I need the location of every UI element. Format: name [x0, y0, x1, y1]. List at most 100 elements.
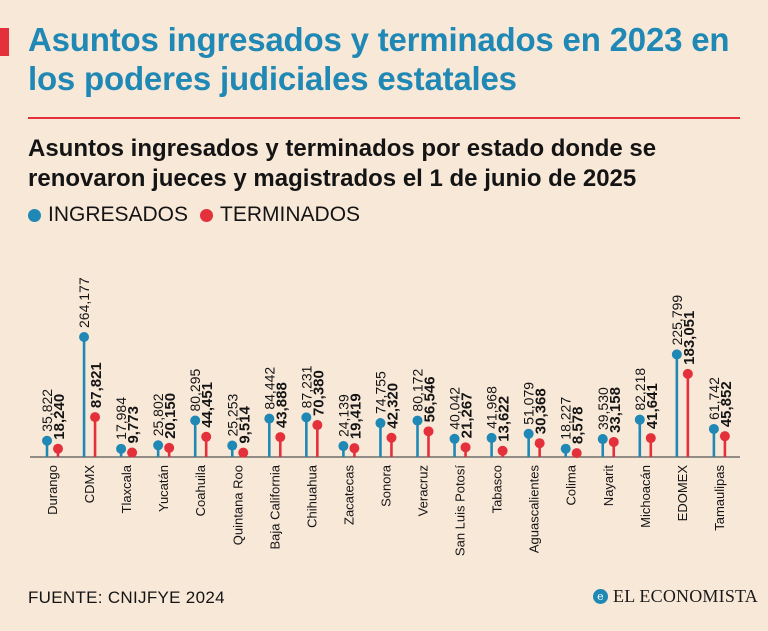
- terminados-label-13: 30,368: [533, 388, 550, 434]
- terminados-label-11: 21,267: [459, 392, 476, 438]
- ingresados-label-18: 61,742: [706, 377, 722, 420]
- ingresados-label-15: 39,530: [595, 387, 611, 430]
- terminados-point-17: [682, 368, 693, 379]
- ingresados-point-13: [523, 428, 534, 439]
- ingresados-point-12: [486, 432, 497, 443]
- terminados-point-3: [164, 442, 175, 453]
- category-label-13: Aguascalientes: [527, 465, 542, 554]
- ingresados-point-2: [116, 443, 127, 454]
- terminados-point-5: [238, 447, 249, 458]
- terminados-point-0: [53, 443, 63, 454]
- brand-e-icon: e: [593, 589, 608, 604]
- ingresados-point-14: [560, 443, 571, 454]
- ingresados-label-8: 24,139: [335, 394, 351, 437]
- ingresados-label-5: 25,253: [224, 393, 240, 436]
- category-label-17: EDOMEX: [675, 465, 690, 522]
- legend-dot-ingresados: [28, 208, 41, 222]
- terminados-label-12: 13,622: [496, 396, 513, 442]
- ingresados-label-2: 17,984: [113, 397, 129, 440]
- category-label-12: Tabasco: [490, 465, 505, 513]
- terminados-label-7: 70,380: [310, 370, 327, 416]
- ingresados-label-4: 80,295: [187, 368, 203, 411]
- ingresados-point-16: [634, 414, 645, 425]
- ingresados-label-12: 41,968: [484, 386, 500, 429]
- category-label-4: Coahuila: [193, 464, 208, 516]
- terminados-label-16: 41,641: [644, 383, 661, 429]
- terminados-label-6: 43,888: [273, 382, 290, 428]
- terminados-label-1: 87,821: [88, 362, 105, 408]
- terminados-label-2: 9,773: [125, 406, 142, 444]
- title-divider: [28, 117, 740, 119]
- terminados-label-4: 44,451: [199, 382, 216, 428]
- legend-item-terminados: TERMINADOS: [200, 203, 360, 227]
- category-label-18: Tamaulipas: [712, 465, 727, 531]
- page-title: Asuntos ingresados y terminados en 2023 …: [28, 21, 730, 97]
- terminados-point-2: [127, 447, 138, 458]
- category-label-0: Durango: [45, 465, 60, 515]
- terminados-point-18: [719, 431, 730, 442]
- brand-logo: e EL ECONOMISTA: [593, 586, 758, 607]
- ingresados-point-0: [42, 435, 52, 446]
- ingresados-point-10: [412, 415, 423, 426]
- category-label-9: Sonora: [378, 464, 393, 507]
- ingresados-point-4: [190, 415, 201, 426]
- terminados-label-9: 42,320: [384, 383, 401, 429]
- ingresados-point-6: [264, 413, 275, 424]
- terminados-point-14: [571, 448, 582, 459]
- terminados-label-14: 8,578: [570, 407, 587, 445]
- ingresados-label-3: 25,802: [150, 393, 166, 436]
- category-label-11: San Luis Potosí: [453, 465, 468, 556]
- category-label-2: Tlaxcala: [119, 464, 134, 513]
- terminados-point-7: [312, 420, 323, 431]
- terminados-point-13: [534, 438, 545, 449]
- ingresados-label-0: 35,822: [39, 389, 55, 432]
- ingresados-label-7: 87,231: [298, 365, 314, 408]
- category-label-8: Zacatecas: [341, 465, 356, 525]
- category-label-6: Baja California: [267, 464, 282, 549]
- chart-title: Asuntos ingresados y terminados por esta…: [28, 135, 657, 192]
- legend-item-ingresados: INGRESADOS: [28, 203, 188, 227]
- brand-name: EL ECONOMISTA: [613, 586, 758, 606]
- category-label-15: Nayarit: [601, 465, 616, 507]
- ingresados-label-6: 84,442: [261, 367, 277, 410]
- ingresados-label-10: 80,172: [410, 369, 426, 412]
- ingresados-label-14: 18,227: [558, 397, 574, 440]
- chart-legend: INGRESADOS TERMINADOS: [28, 203, 372, 227]
- source-note: FUENTE: CNIJFYE 2024: [28, 588, 225, 607]
- category-label-3: Yucatán: [156, 465, 171, 512]
- category-label-10: Veracruz: [416, 465, 431, 516]
- terminados-label-18: 45,852: [718, 381, 735, 427]
- terminados-point-15: [608, 436, 619, 447]
- terminados-label-0: 18,240: [51, 394, 68, 440]
- terminados-point-10: [423, 426, 434, 437]
- terminados-label-8: 19,419: [347, 393, 364, 439]
- terminados-point-9: [386, 432, 397, 443]
- ingresados-point-17: [671, 349, 682, 360]
- terminados-label-10: 56,546: [422, 376, 439, 422]
- ingresados-label-16: 82,218: [632, 368, 648, 411]
- ingresados-point-1: [79, 332, 90, 342]
- ingresados-point-15: [597, 434, 608, 445]
- terminados-point-12: [497, 445, 508, 456]
- ingresados-point-7: [301, 412, 312, 423]
- ingresados-label-1: 264,177: [76, 277, 92, 328]
- terminados-label-5: 9,514: [236, 405, 253, 443]
- terminados-point-8: [349, 443, 360, 454]
- category-label-16: Michoacán: [638, 465, 653, 528]
- terminados-point-4: [201, 431, 212, 442]
- ingresados-point-11: [449, 433, 460, 444]
- terminados-label-17: 183,051: [681, 311, 698, 365]
- category-label-7: Chihuahua: [304, 464, 319, 528]
- terminados-point-6: [275, 432, 286, 443]
- ingresados-point-18: [708, 423, 719, 434]
- legend-dot-terminados: [200, 208, 214, 222]
- terminados-label-3: 20,150: [162, 393, 179, 439]
- category-label-14: Colima: [564, 464, 579, 505]
- terminados-point-16: [645, 433, 656, 444]
- terminados-point-1: [90, 412, 101, 423]
- legend-label-ingresados: INGRESADOS: [48, 203, 189, 226]
- legend-label-terminados: TERMINADOS: [220, 203, 361, 226]
- ingresados-point-8: [338, 441, 349, 452]
- ingresados-label-11: 40,042: [447, 387, 463, 430]
- category-label-1: CDMX: [82, 465, 97, 504]
